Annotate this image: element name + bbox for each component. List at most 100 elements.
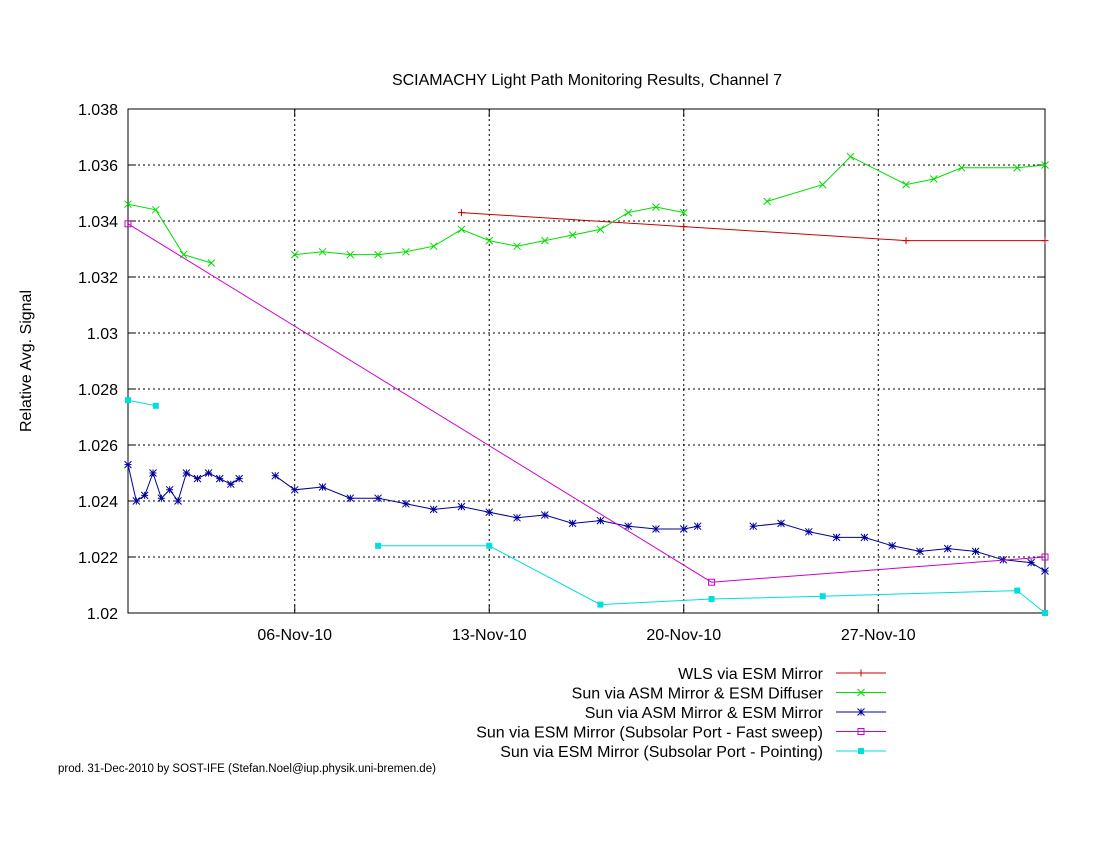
data-point: [149, 469, 157, 477]
series-line: [275, 475, 698, 530]
plot-frame: [127, 108, 1046, 614]
legend-marker: [857, 688, 865, 697]
y-tick-label: 1.03: [87, 326, 118, 343]
data-point: [1027, 558, 1035, 567]
series-line: [127, 203, 212, 264]
data-point: [485, 508, 494, 517]
data-point: [375, 542, 382, 549]
series-line: [753, 522, 1046, 572]
legend-marker: [857, 669, 865, 677]
y-axis-label: Relative Avg. Signal: [18, 290, 35, 432]
data-point: [1041, 567, 1049, 575]
legend-label: Sun via ESM Mirror (Subsolar Port - Poin…: [500, 744, 823, 761]
legend-marker: [858, 748, 864, 754]
series-4: [124, 220, 1049, 586]
data-point: [132, 497, 141, 505]
data-point: [679, 208, 688, 217]
data-point: [1042, 610, 1048, 616]
x-tick-label: 13-Nov-10: [452, 627, 527, 644]
data-point: [916, 547, 924, 556]
data-point: [1041, 553, 1049, 561]
series-line: [127, 223, 1046, 583]
data-point: [124, 200, 132, 209]
data-point: [513, 513, 521, 522]
data-point: [140, 491, 149, 500]
data-point: [271, 471, 280, 480]
legend: WLS via ESM Mirror Sun via ASM Mirror & E…: [476, 666, 886, 761]
data-point: [204, 469, 213, 477]
data-point: [832, 533, 841, 542]
data-point: [290, 250, 299, 259]
data-point: [318, 247, 327, 256]
x-tick-label: 06-Nov-10: [257, 627, 332, 644]
data-point: [777, 519, 785, 528]
data-point: [860, 533, 869, 542]
legend-label: WLS via ESM Mirror: [678, 666, 824, 683]
data-point: [540, 511, 549, 519]
data-point: [124, 460, 132, 469]
data-point: [235, 474, 244, 483]
data-point: [457, 502, 466, 511]
legend-marker: [857, 728, 865, 735]
data-point: [174, 497, 182, 505]
y-tick-label: 1.02: [87, 606, 118, 623]
data-point: [902, 180, 910, 189]
series-layer: [124, 152, 1049, 616]
legend-label: Sun via ASM Mirror & ESM Diffuser: [572, 686, 824, 703]
x-tick-label: 27-Nov-10: [841, 627, 916, 644]
y-tick-label: 1.038: [78, 102, 118, 119]
y-tick-label: 1.028: [78, 382, 118, 399]
data-point: [708, 578, 716, 586]
data-point: [818, 180, 827, 189]
x-tick-label: 20-Nov-10: [646, 627, 721, 644]
data-point: [763, 197, 771, 206]
data-point: [929, 175, 938, 183]
series-line: [127, 399, 156, 407]
data-point: [429, 505, 438, 514]
data-point: [957, 163, 966, 172]
data-point: [1014, 587, 1021, 594]
data-point: [1013, 163, 1022, 172]
legend-label: Sun via ESM Mirror (Subsolar Port - Fast…: [476, 725, 823, 742]
data-point: [540, 236, 549, 245]
data-point: [971, 547, 980, 556]
data-point: [596, 516, 605, 525]
data-point: [568, 519, 577, 528]
data-point: [346, 494, 355, 503]
data-point: [179, 250, 188, 259]
data-point: [596, 225, 605, 234]
y-tick-label: 1.034: [78, 214, 118, 231]
data-point: [215, 474, 224, 483]
data-point: [568, 231, 577, 239]
data-point: [513, 242, 521, 251]
data-point: [429, 242, 438, 251]
data-point: [318, 483, 327, 491]
data-point: [486, 542, 493, 549]
data-point: [693, 522, 702, 531]
data-point: [193, 474, 202, 483]
data-point: [182, 469, 191, 477]
data-point: [1041, 237, 1049, 245]
chart-title: SCIAMACHY Light Path Monitoring Results,…: [392, 72, 782, 89]
data-point: [207, 259, 216, 267]
series-2: [124, 152, 1049, 267]
data-point: [597, 601, 604, 608]
credit-text: prod. 31-Dec-2010 by SOST-IFE (Stefan.No…: [58, 763, 436, 775]
data-point: [151, 205, 160, 214]
series-1: [457, 209, 1049, 245]
data-point: [749, 522, 758, 531]
data-point: [346, 250, 355, 259]
data-point: [457, 225, 466, 234]
data-point: [125, 397, 131, 404]
data-point: [943, 544, 952, 553]
data-point: [374, 250, 382, 259]
data-point: [402, 247, 410, 256]
data-point: [819, 593, 826, 600]
series-5: [125, 397, 1048, 616]
y-tick-label: 1.024: [78, 494, 118, 511]
data-point: [165, 485, 174, 494]
y-tick-label: 1.026: [78, 438, 118, 455]
data-point: [902, 237, 910, 245]
data-point: [402, 499, 410, 508]
